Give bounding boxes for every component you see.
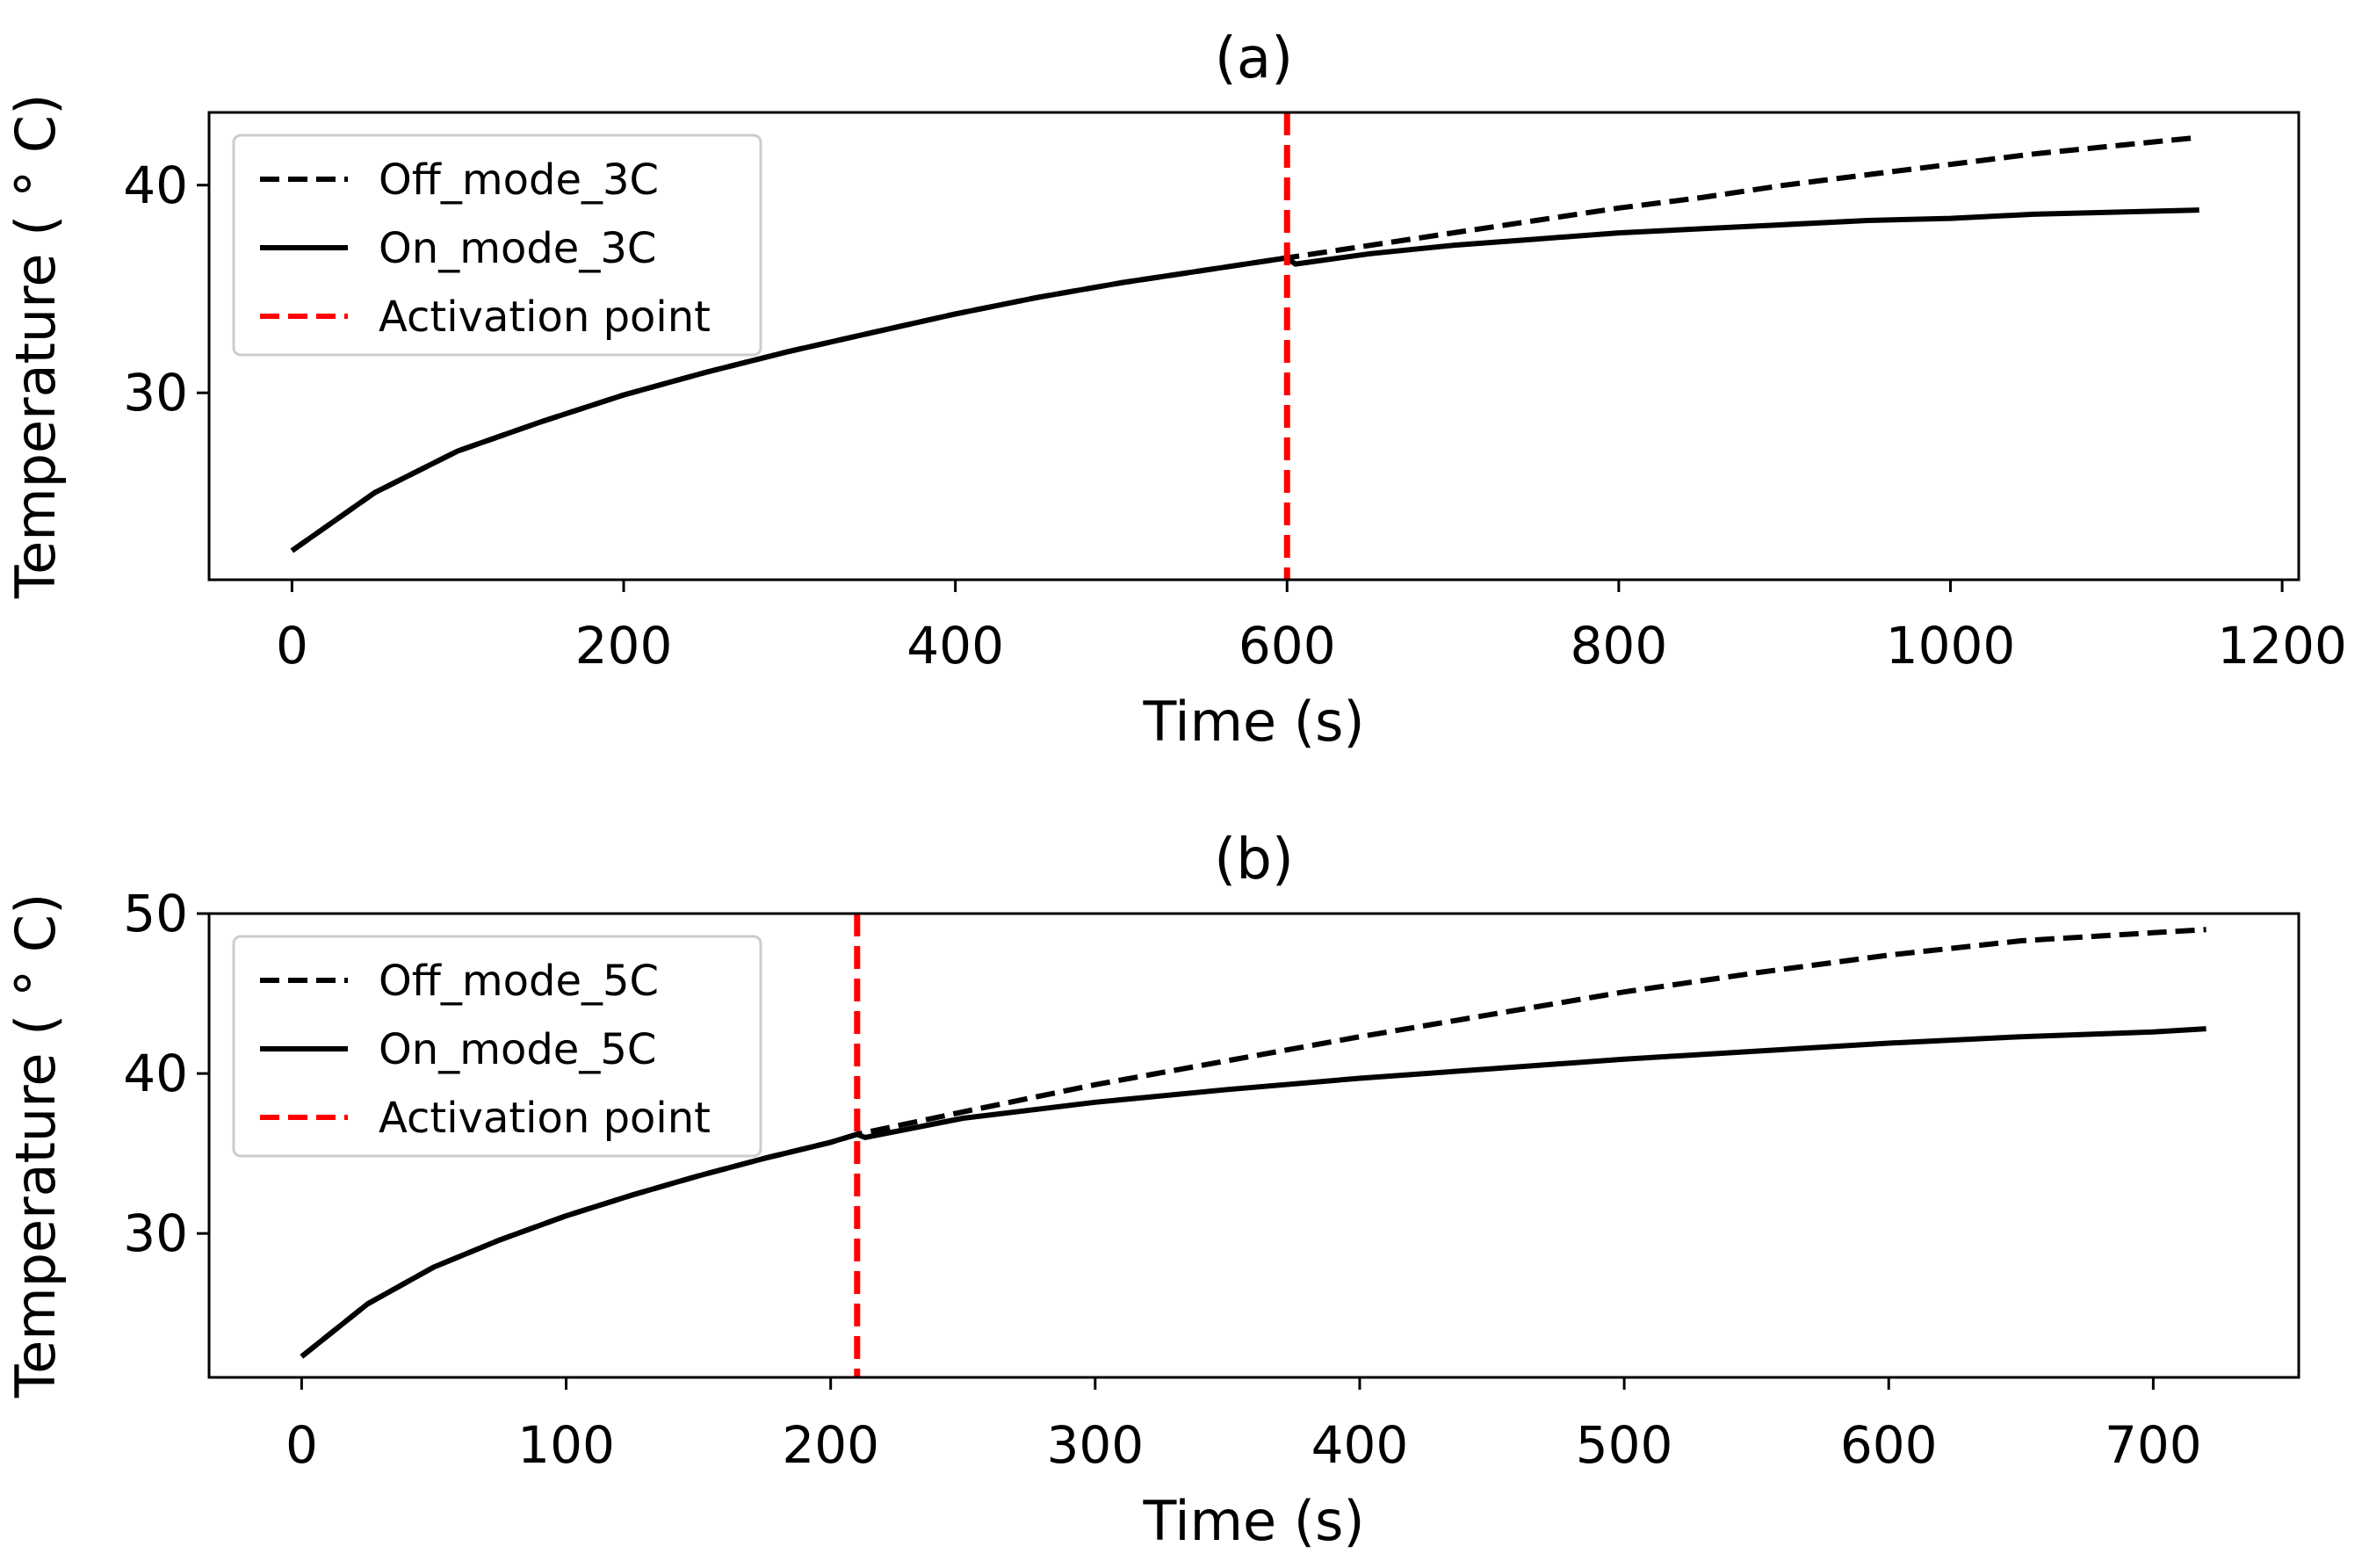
x-tick-label: 200 — [575, 616, 673, 676]
x-tick-label: 0 — [276, 616, 308, 676]
legend-label: Activation point — [379, 1094, 711, 1143]
x-tick-label: 200 — [782, 1415, 879, 1475]
y-axis-label: Temperature ( ° C) — [4, 893, 68, 1399]
x-tick-label: 800 — [1571, 616, 1668, 676]
chart-panel-b: (b) 0 100 200 300 400 500 600 700 30 40 50 Time (s) T… — [4, 827, 2300, 1553]
x-axis-label: Time (s) — [1142, 690, 1364, 754]
x-tick-label: 1000 — [1886, 616, 2016, 676]
series-line-on-mode-5c — [300, 1026, 2206, 1359]
x-tick-label: 400 — [906, 616, 1004, 676]
legend-label: Activation point — [379, 293, 711, 342]
y-tick-label: 30 — [123, 363, 188, 423]
x-tick-label: 700 — [2105, 1415, 2202, 1475]
x-tick-label: 0 — [285, 1415, 318, 1475]
y-axis-label: Temperature ( ° C) — [4, 94, 68, 600]
axes-frame — [207, 912, 2300, 1379]
legend-box — [232, 134, 762, 357]
axes-frame — [207, 111, 2300, 582]
x-tick-label: 300 — [1046, 1415, 1144, 1475]
legend-label: On_mode_5C — [379, 1025, 656, 1074]
legend-label: On_mode_3C — [379, 224, 656, 273]
y-tick-label: 30 — [123, 1203, 188, 1263]
chart-title: (b) — [1214, 827, 1294, 892]
x-tick-label: 100 — [517, 1415, 615, 1475]
x-tick-label: 1200 — [2217, 616, 2347, 676]
legend-box — [232, 935, 762, 1158]
chart-title: (a) — [1215, 26, 1293, 91]
y-tick-label: 50 — [123, 884, 188, 943]
x-tick-label: 600 — [1840, 1415, 1938, 1475]
legend-label: Off_mode_3C — [379, 155, 659, 205]
x-tick-label: 500 — [1576, 1415, 1673, 1475]
legend-label: Off_mode_5C — [379, 957, 659, 1006]
y-tick-label: 40 — [123, 155, 188, 215]
chart-panel-a: (a) 0 200 400 600 800 1000 1200 30 40 Time (s) Temp… — [4, 26, 2347, 754]
y-tick-label: 40 — [123, 1044, 188, 1103]
x-tick-label: 400 — [1311, 1415, 1409, 1475]
x-tick-label: 600 — [1239, 616, 1336, 676]
x-axis-label: Time (s) — [1142, 1489, 1364, 1553]
